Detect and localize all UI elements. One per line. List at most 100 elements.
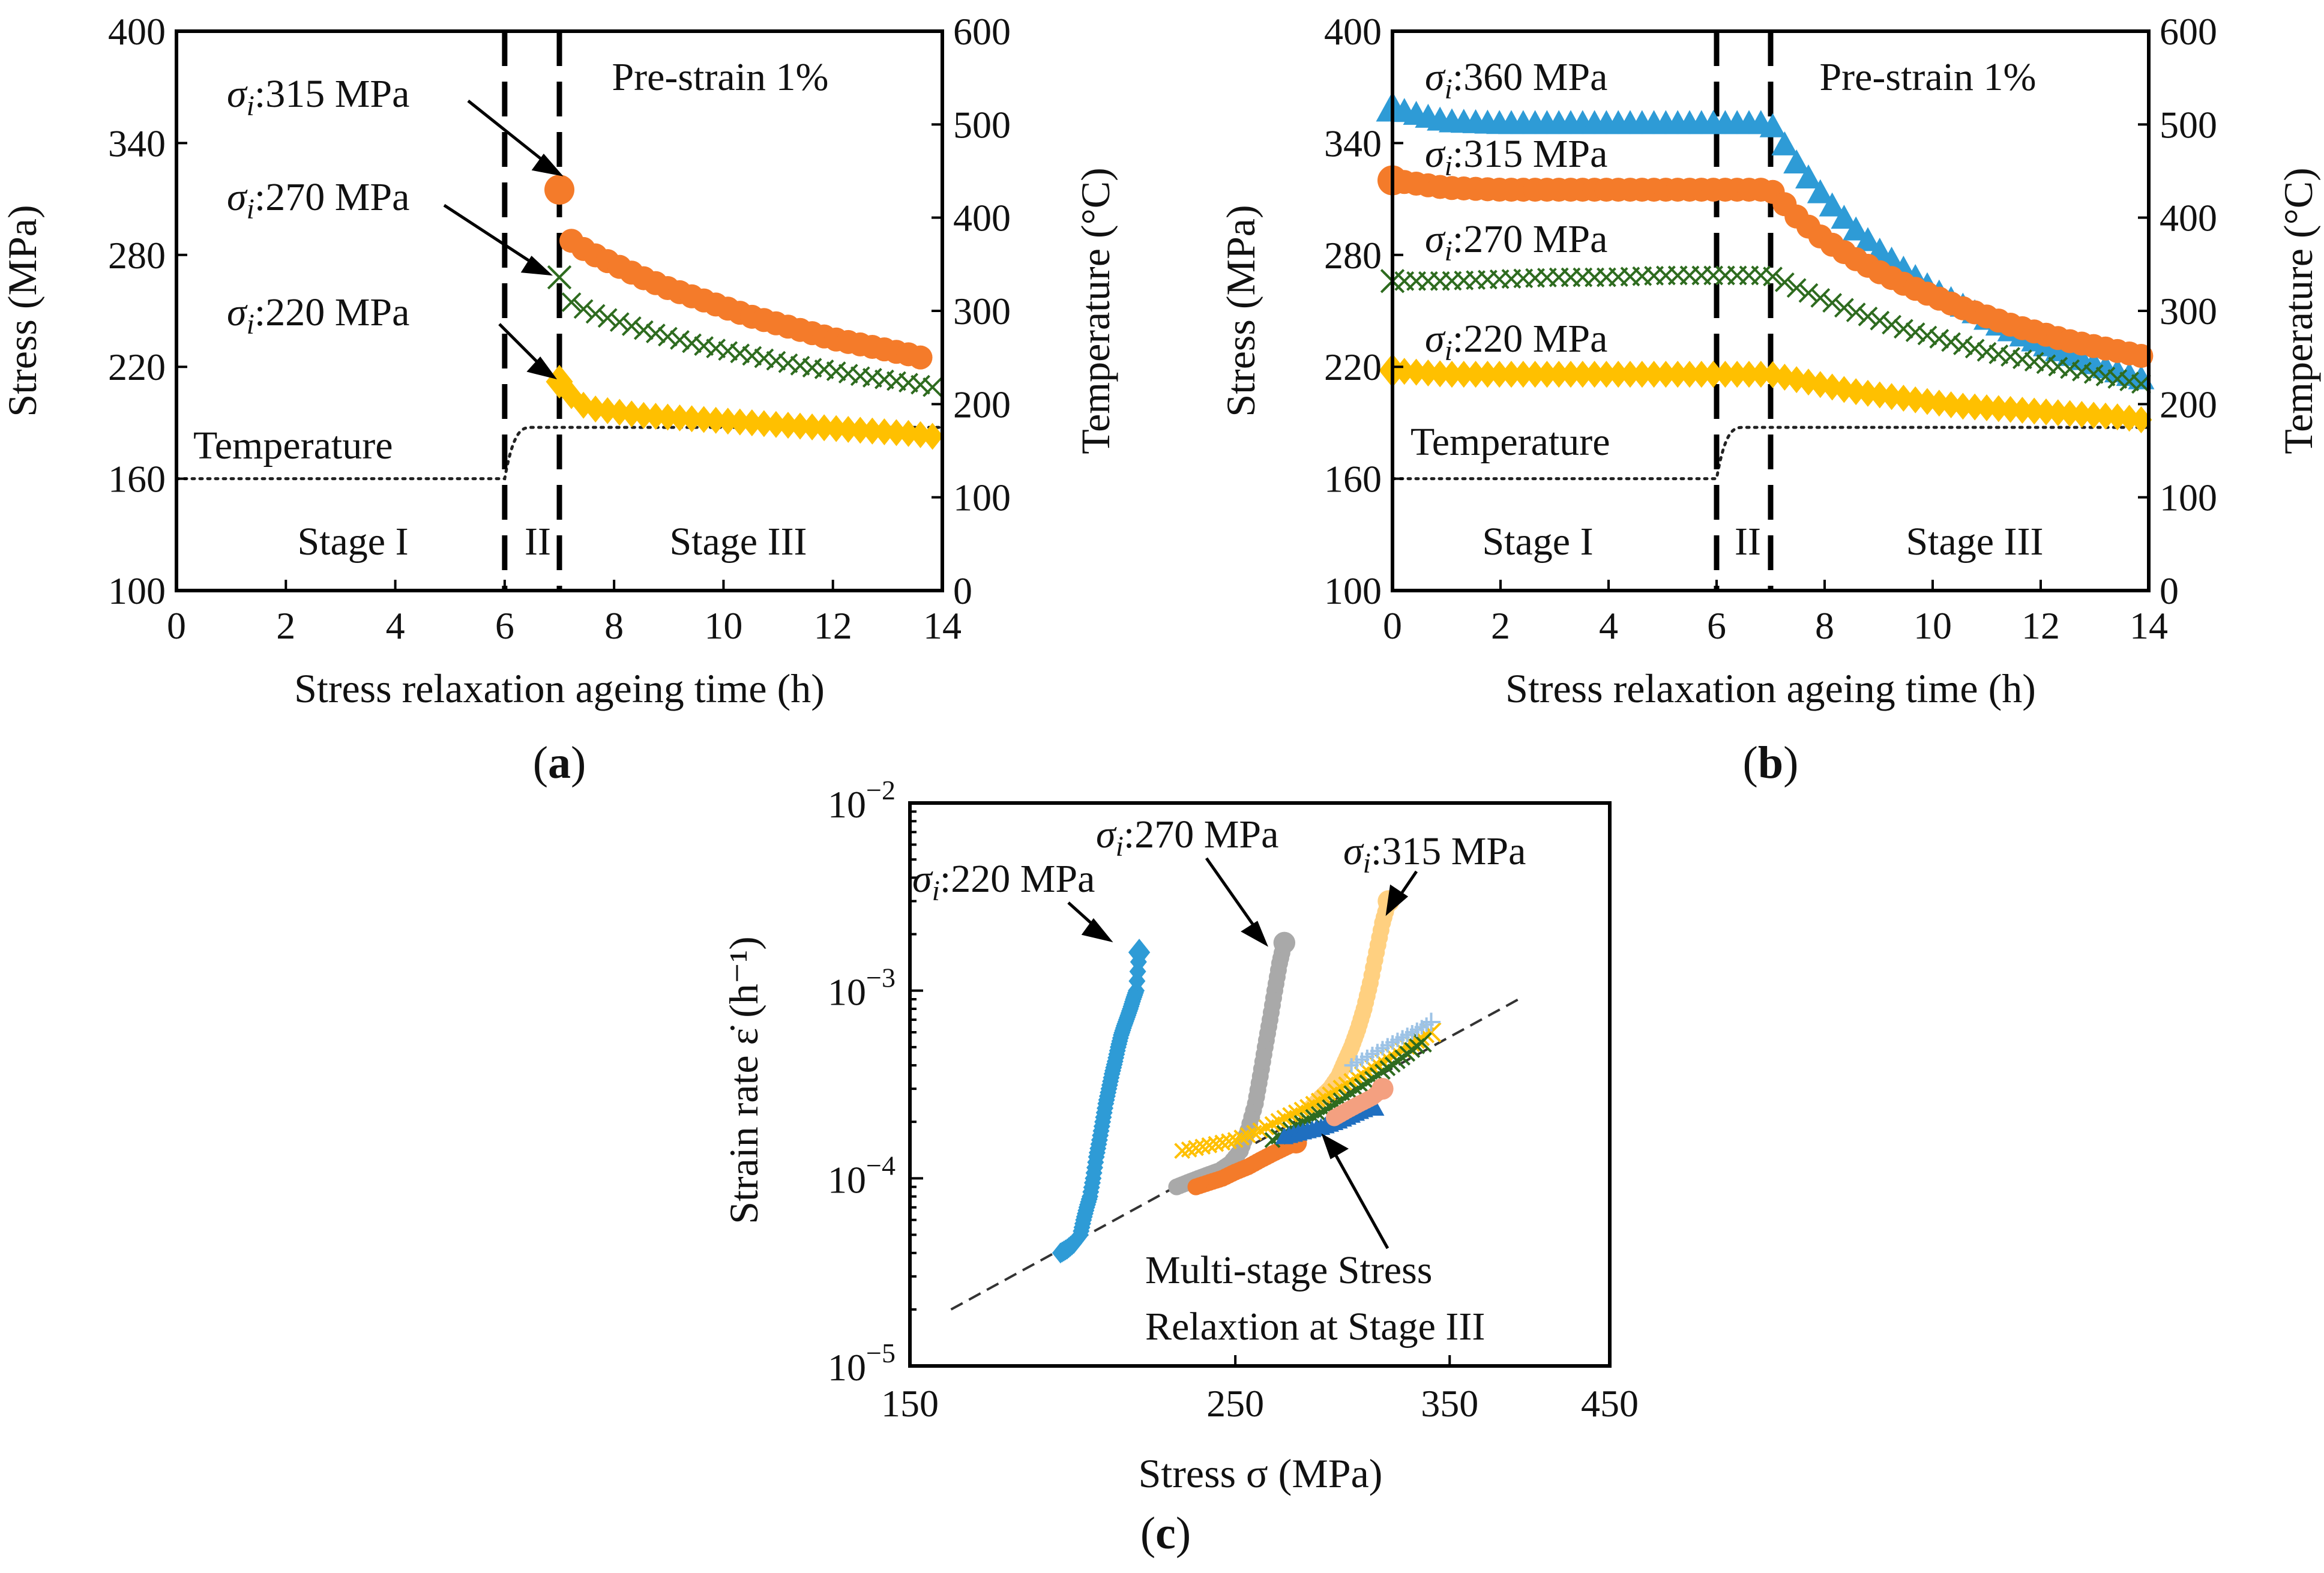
data-point (777, 412, 799, 439)
y2-tick-label-a: 500 (953, 103, 1011, 146)
data-point-start (547, 265, 572, 290)
data-point (1667, 361, 1689, 388)
data-point (1774, 272, 1795, 292)
data-point (2048, 356, 2068, 377)
data-point (1964, 338, 1985, 359)
x-tick-label-b: 6 (1707, 604, 1726, 647)
x-tick-label-b: 12 (2021, 604, 2060, 647)
data-point (873, 418, 896, 446)
y2-tick-label-a: 100 (953, 477, 1011, 519)
data-point (1501, 361, 1522, 388)
data-point (923, 377, 943, 397)
data-point (899, 373, 918, 393)
stage-1-label-a: Stage I (297, 520, 408, 564)
data-point (1988, 344, 2009, 364)
data-point (2083, 364, 2104, 384)
x-tick-label-a: 2 (276, 604, 295, 647)
data-point (1489, 361, 1511, 388)
x-tick-label-b: 14 (2130, 604, 2168, 647)
series-a-2 (546, 364, 944, 450)
y-axis-label-c: Strain rate ε̇ (h⁻¹) (721, 936, 766, 1224)
data-point (1807, 179, 1834, 203)
x-tick-label-b: 8 (1815, 604, 1834, 647)
data-point (2023, 397, 2046, 425)
y-tick-label-c: 10−2 (828, 775, 896, 826)
data-point (765, 411, 787, 438)
y-tick-label-b: 400 (1324, 10, 1382, 53)
panel-b: 0 2 4 6 8 10 12 1410016022028034040001002003004… (1218, 10, 2321, 788)
data-point (621, 316, 642, 336)
y-tick-label-c: 10−3 (828, 963, 896, 1014)
data-point (1831, 205, 1858, 229)
y-tick-label-b: 280 (1324, 234, 1382, 277)
data-point (633, 320, 654, 340)
panel-label-b: (b) (1743, 738, 1799, 788)
series-b (1376, 91, 2155, 434)
data-point (693, 406, 715, 433)
y2-tick-label-a: 600 (953, 10, 1011, 53)
annotation-315-c: σi:315 MPa (1343, 829, 1526, 879)
data-point (1726, 361, 1748, 388)
y2-tick-label-b: 600 (2160, 10, 2217, 53)
x-tick-label-a: 10 (704, 604, 742, 647)
data-point (1548, 361, 1570, 388)
data-point (754, 348, 774, 368)
data-point (1819, 192, 1846, 217)
data-point (1477, 361, 1499, 388)
panel-a: 0 2 4 6 8 10 12 1410016022028034040001002003004… (0, 10, 1118, 788)
data-point (1452, 361, 1475, 388)
data-point (2000, 347, 2021, 367)
data-point (573, 299, 594, 319)
data-point (1893, 319, 1913, 339)
x-tick-label-b: 0 (1383, 604, 1402, 647)
data-point (1858, 306, 1878, 326)
data-point (837, 415, 859, 443)
temperature-label-a: Temperature (193, 424, 393, 468)
data-point (1941, 332, 1961, 352)
data-point (1783, 149, 1810, 173)
data-point (1976, 341, 1997, 362)
annotation-220-b: σi:220 MPa (1425, 317, 1607, 367)
data-point (753, 410, 775, 438)
data-point (1560, 361, 1582, 388)
axes-b: 0 2 4 6 8 10 12 1410016022028034040001002003004… (1324, 10, 2217, 647)
stage-3-label-b: Stage III (1906, 520, 2043, 564)
data-point (718, 341, 738, 361)
annotation-270-c: σi:270 MPa (1096, 813, 1278, 862)
data-point (669, 404, 691, 432)
data-point-start (544, 175, 574, 205)
data-point (1786, 278, 1807, 298)
data-point (885, 419, 908, 447)
annotation-220-a: σi:220 MPa (227, 290, 409, 340)
annotation-arrows-c (1067, 857, 1418, 1250)
data-point (681, 405, 703, 433)
fit-line (950, 998, 1520, 1311)
data-point (706, 338, 726, 359)
x-tick-label-b: 2 (1491, 604, 1510, 647)
data-point (1795, 164, 1822, 189)
series-c-7 (1325, 1077, 1394, 1126)
data-point (658, 326, 678, 347)
temperature-line-a (175, 426, 944, 481)
series-b-3 (1379, 353, 2152, 434)
data-point (1690, 361, 1712, 388)
data-point (2024, 352, 2044, 372)
data-point (1536, 361, 1558, 388)
data-point (2059, 400, 2081, 427)
x-axis-label-c: Stress σ (MPa) (1139, 1451, 1383, 1496)
y2-tick-label-b: 0 (2160, 570, 2179, 612)
data-point (1952, 335, 1973, 355)
data-point (849, 417, 872, 444)
data-point (1846, 302, 1866, 322)
data-point (2011, 397, 2034, 424)
series-a (544, 175, 944, 450)
data-point (2119, 371, 2140, 391)
y-tick-label-a: 280 (108, 234, 166, 277)
data-point (729, 408, 751, 436)
x-axis-label-b: Stress relaxation ageing time (h) (1505, 666, 2036, 711)
data-point (2106, 403, 2128, 431)
title-b: Pre-strain 1% (1819, 55, 2036, 99)
y2-tick-label-a: 0 (953, 570, 972, 612)
x-tick-label-a: 8 (604, 604, 624, 647)
x-tick-label-c: 450 (1581, 1382, 1639, 1425)
